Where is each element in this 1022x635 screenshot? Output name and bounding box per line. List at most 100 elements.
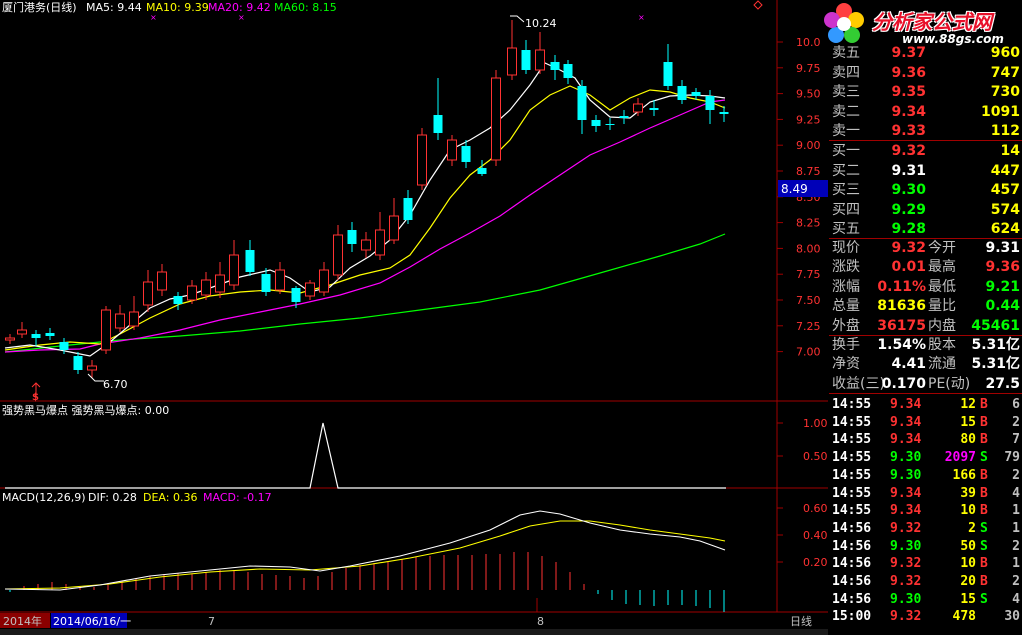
- macd-level-2: 0.40: [803, 529, 828, 542]
- sell-order-row[interactable]: 卖三 9.35 730: [829, 83, 1022, 102]
- buy-order-row[interactable]: 买二 9.31 447: [829, 162, 1022, 181]
- tick-volume: 166: [952, 467, 976, 483]
- order-label: 买一: [832, 143, 860, 159]
- tick-count: 79: [1004, 450, 1020, 466]
- stat-value: 0.01: [891, 259, 926, 276]
- candlesticks: [5, 20, 729, 378]
- candle-body: [605, 124, 615, 125]
- price-axis: 10.09.759.509.259.008.758.508.258.007.75…: [777, 36, 821, 359]
- macd-value: MACD: -0.17: [203, 491, 272, 504]
- stat-label: 流通: [928, 356, 956, 373]
- tick-row: 14:56 9.32 20 B 2: [829, 573, 1022, 591]
- buy-order-row[interactable]: 买四 9.29 574: [829, 201, 1022, 220]
- stat-row: 换手 1.54% 股本 5.31亿: [829, 336, 1022, 355]
- buy-order-row[interactable]: 买三 9.30 457: [829, 181, 1022, 200]
- sell-order-row[interactable]: 卖五 9.37 960: [829, 44, 1022, 63]
- macd-name: MACD(12,26,9): [2, 491, 86, 504]
- buy-order-row[interactable]: 买五 9.28 624: [829, 220, 1022, 239]
- buy-signal-icon: $: [32, 392, 39, 403]
- tick-count: 1: [1012, 520, 1020, 536]
- stat-row: 现价 9.32 今开 9.31: [829, 239, 1022, 258]
- tick-volume: 10: [960, 556, 976, 572]
- order-price: 9.34: [891, 103, 926, 120]
- tick-time: 14:56: [832, 556, 872, 572]
- low-price-label: 6.70: [103, 378, 128, 391]
- candle-body: [291, 288, 301, 302]
- order-price: 9.35: [891, 84, 926, 100]
- candle-body: [17, 329, 27, 335]
- stat-value: 0.11%: [877, 278, 926, 295]
- order-price: 9.32: [891, 143, 926, 159]
- stat-row: 涨跌 0.01 最高 9.36: [829, 258, 1022, 277]
- order-label: 买五: [832, 221, 860, 237]
- sell-order-row[interactable]: 卖一 9.33 112: [829, 122, 1022, 141]
- order-volume: 574: [990, 201, 1020, 218]
- stat-label: 量比: [928, 298, 956, 315]
- logo-title: 分析家公式网: [872, 10, 992, 34]
- candle-body: [550, 62, 560, 70]
- order-volume: 730: [990, 84, 1020, 100]
- indicator-level-2: 0.50: [803, 450, 828, 463]
- tick-count: 30: [1004, 609, 1020, 625]
- toolbar-strip[interactable]: [0, 629, 828, 635]
- candle-body: [663, 62, 673, 86]
- candle-body: [143, 281, 153, 306]
- order-label: 卖三: [832, 84, 860, 100]
- candle-body: [447, 139, 457, 161]
- macd-dif-line: [4, 510, 726, 591]
- stat-value: 81636: [877, 298, 926, 315]
- candle-body: [101, 309, 111, 351]
- kline-chart[interactable]: 厦门港务(日线) MA5: 9.44 MA10: 9.39 MA20: 9.42…: [0, 0, 828, 635]
- tick-side: B: [980, 467, 988, 483]
- date-box[interactable]: [51, 613, 127, 628]
- tick-time: 14:56: [832, 574, 872, 589]
- period-label[interactable]: 日线: [790, 614, 812, 628]
- tick-count: 2: [1012, 538, 1020, 554]
- divider: [829, 140, 1022, 141]
- candle-body: [115, 313, 125, 329]
- stat-row: 净资 4.41 流通 5.31亿: [829, 355, 1022, 374]
- event-marker: ×: [150, 13, 157, 22]
- order-volume: 457: [990, 182, 1020, 198]
- order-label: 卖一: [832, 123, 860, 139]
- tick-price: 9.30: [890, 538, 922, 554]
- stat-value: 1.54%: [877, 337, 926, 353]
- buy-order-row[interactable]: 买一 9.32 14: [829, 142, 1022, 161]
- diamond-icon[interactable]: [753, 0, 763, 10]
- tick-side: B: [980, 432, 988, 448]
- candle-body: [389, 215, 399, 241]
- price-tick-label: 7.50: [796, 294, 821, 307]
- candle-body: [261, 274, 271, 292]
- tick-price: 9.34: [890, 503, 922, 519]
- sell-order-row[interactable]: 卖四 9.36 747: [829, 64, 1022, 83]
- tick-price: 9.32: [890, 520, 922, 536]
- tick-count: 2: [1012, 574, 1020, 589]
- candle-body: [477, 168, 487, 174]
- month-label-8: 8: [537, 615, 544, 628]
- stat-row: 涨幅 0.11% 最低 9.21: [829, 278, 1022, 297]
- candle-body: [215, 274, 225, 293]
- tick-price: 9.34: [890, 414, 922, 430]
- tick-count: 4: [1012, 485, 1020, 501]
- order-price: 9.36: [891, 64, 926, 81]
- indicator-level-1: 1.00: [803, 417, 828, 430]
- divider: [829, 238, 1022, 239]
- stock-title: 厦门港务(日线): [2, 0, 77, 14]
- order-price: 9.28: [891, 221, 926, 237]
- indicator-title: 强势黑马爆点 强势黑马爆点: 0.00: [2, 403, 169, 417]
- stat-value: 9.21: [985, 278, 1020, 295]
- candle-body: [461, 146, 471, 162]
- stat-label: 最低: [928, 278, 956, 295]
- flower-logo-icon: [824, 3, 864, 43]
- sell-order-row[interactable]: 卖二 9.34 1091: [829, 103, 1022, 122]
- candle-body: [87, 365, 97, 371]
- macd-dif: DIF: 0.28: [88, 491, 137, 504]
- tick-count: 4: [1012, 591, 1020, 607]
- candle-body: [347, 230, 357, 244]
- ma10-label: MA10: 9.39: [146, 1, 209, 14]
- tick-side: B: [980, 414, 988, 430]
- price-marker-value: 8.49: [781, 182, 808, 196]
- tick-time: 14:56: [832, 591, 872, 607]
- candle-body: [649, 108, 659, 110]
- candle-body: [375, 229, 385, 256]
